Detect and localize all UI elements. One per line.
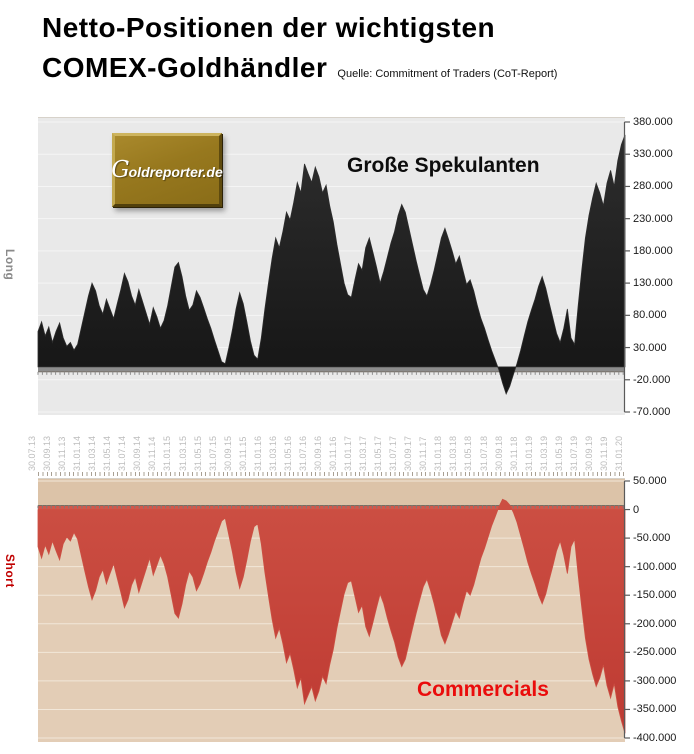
category-axis-tick-strip: [38, 472, 625, 476]
y-axis-tick-label: 130.000: [633, 277, 673, 290]
y-axis-tick-label: -150.000: [633, 589, 677, 602]
x-axis-date-label: 30.09.17: [403, 435, 414, 471]
x-axis-date-label: 31.01.18: [433, 435, 444, 471]
x-axis-date-label: 31.01.16: [252, 435, 263, 471]
x-axis-date-label: 30.11.19: [598, 436, 609, 471]
y-axis-tick-label: 180.000: [633, 244, 673, 257]
x-axis-date-label: 31.03.18: [448, 435, 459, 471]
x-axis-date-label: 31.07.14: [117, 435, 128, 471]
x-axis-date-label: 31.03.19: [538, 435, 549, 471]
speculators-chart-title: Große Spekulanten: [347, 154, 540, 177]
x-axis-date-label: 31.03.15: [177, 435, 188, 471]
x-axis-date-label: 31.07.17: [388, 435, 399, 471]
x-axis-date-label: 31.01.20: [614, 435, 624, 471]
x-axis-date-label: 31.03.16: [267, 435, 278, 471]
y-axis-tick-label: -50.000: [633, 532, 671, 545]
x-axis-date-label: 31.01.15: [162, 435, 173, 471]
y-axis-tick-label: 80.000: [633, 309, 667, 322]
y-axis-tick-label: -350.000: [633, 703, 677, 716]
area-series: [37, 498, 626, 734]
x-axis-date-label: 30.11.16: [328, 436, 339, 471]
short-axis-label: Short: [3, 554, 17, 588]
y-axis-tick-label: -20.000: [633, 373, 671, 386]
y-axis-tick-label: 30.000: [633, 341, 667, 354]
x-axis-date-label: 31.07.15: [207, 435, 218, 471]
source-note: Quelle: Commitment of Traders (CoT-Repor…: [337, 68, 558, 80]
commercials-area-chart-svg: [37, 478, 630, 742]
y-axis-tick-label: 330.000: [633, 148, 673, 161]
y-axis-tick-label: -300.000: [633, 674, 677, 687]
y-axis-tick-label: -100.000: [633, 560, 677, 573]
x-axis-date-label: 30.09.18: [493, 435, 504, 471]
x-axis-date-label: 31.05.18: [463, 435, 474, 471]
x-axis-date-label: 31.05.19: [553, 435, 564, 471]
x-axis-date-label: 31.01.19: [523, 435, 534, 471]
x-axis-date-label: 31.05.15: [192, 435, 203, 471]
goldreporter-logo-text: Goldreporter.de: [111, 157, 223, 183]
y-axis-tick-label: 280.000: [633, 180, 673, 193]
x-axis-date-label: 31.01.14: [72, 435, 83, 471]
y-axis-tick-label: 0: [633, 503, 640, 516]
x-axis-date-label: 30.11.17: [418, 436, 429, 471]
y-axis-tick-label: 380.000: [633, 116, 673, 128]
commercials-chart: [37, 478, 630, 742]
area-series: [37, 134, 626, 396]
goldreporter-logo: Goldreporter.de: [111, 133, 223, 207]
page-title: Netto-Positionen der wichtigsten COMEX-G…: [42, 8, 557, 94]
x-axis-date-label: 30.11.13: [57, 436, 68, 471]
x-axis-date-label: 30.07.13: [27, 435, 37, 471]
x-axis-date-label: 30.09.19: [583, 435, 594, 471]
page-title-line1: Netto-Positionen der wichtigsten: [42, 12, 496, 43]
x-axis-date-label: 30.11.18: [508, 436, 519, 471]
x-axis-date-label: 31.01.17: [343, 435, 354, 471]
x-axis-date-label: 31.05.16: [282, 435, 293, 471]
x-axis-date-label: 30.09.16: [312, 435, 323, 471]
x-axis-date-label: 31.05.17: [373, 435, 384, 471]
x-axis-date-label: 31.07.16: [297, 435, 308, 471]
y-axis-tick-label: -250.000: [633, 646, 677, 659]
y-axis-tick-label: -200.000: [633, 617, 677, 630]
x-axis-date-label: 30.11.14: [147, 436, 158, 471]
commercials-chart-title: Commercials: [417, 678, 549, 701]
x-axis-date-label: 30.09.15: [222, 435, 233, 471]
x-axis-date-label: 30.09.13: [42, 435, 53, 471]
y-axis-tick-label: 230.000: [633, 212, 673, 225]
y-axis-tick-label: -400.000: [633, 732, 677, 744]
x-axis-date-label: 30.11.15: [237, 436, 248, 471]
x-axis-date-label: 31.05.14: [102, 435, 113, 471]
long-axis-label: Long: [3, 249, 17, 281]
x-axis-date-label: 30.09.14: [132, 435, 143, 471]
y-axis-tick-label: -70.000: [633, 406, 671, 418]
y-axis-tick-label: 50.000: [633, 475, 667, 487]
x-axis-date-label: 31.07.18: [478, 435, 489, 471]
x-axis-date-label: 31.03.17: [358, 435, 369, 471]
page-title-line2: COMEX-Goldhändler Quelle: Commitment of T…: [42, 52, 558, 83]
x-axis-date-label: 31.03.14: [87, 435, 98, 471]
x-axis-date-label: 31.07.19: [568, 435, 579, 471]
